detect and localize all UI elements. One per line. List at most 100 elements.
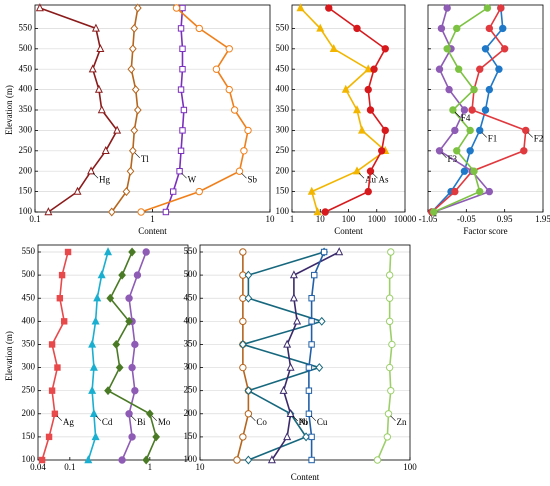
point [239,339,247,349]
point [481,106,490,114]
point [64,248,72,256]
series-line [240,251,325,461]
point [84,455,93,464]
series-label: Ag [63,417,74,427]
point [283,432,292,441]
x-tick-label: 10 [196,462,206,472]
point [107,207,116,217]
point [137,208,145,216]
point [460,106,469,114]
y-tick-label: 200 [276,165,290,175]
point [73,186,82,195]
point [383,433,392,441]
label-leader [130,415,137,421]
point [476,187,484,196]
series-label: Bi [137,417,146,427]
series-label: Au [365,174,376,184]
point [239,363,247,372]
label-leader [372,172,378,179]
point [133,271,142,279]
point [352,105,362,114]
label-leader [134,152,141,159]
point [54,364,61,371]
point [445,85,453,94]
point [387,386,395,395]
x-tick-label: -0.05 [457,214,476,224]
point [308,295,315,302]
x-tick-label: 0.04 [30,462,46,472]
point [366,106,375,114]
x-tick-label: 1 [290,214,295,224]
series-label: Hg [99,174,110,184]
x-tick-label: 10 [316,214,326,224]
point [179,4,186,12]
point [485,24,494,33]
y-tick-label: 400 [276,84,290,94]
point [483,4,492,12]
point [48,387,56,394]
point [142,455,151,465]
series-line [308,251,325,460]
point [385,363,394,372]
series-label: F3 [448,154,458,164]
point [128,363,136,372]
point [308,433,315,441]
point [177,25,185,32]
label-leader [358,172,365,179]
point [283,339,292,348]
series-line [271,251,340,461]
point [179,66,186,73]
series-line [121,251,147,461]
point [94,84,103,93]
point [212,65,221,73]
point [112,339,121,349]
label-leader [151,415,158,421]
y-tick-label: 450 [276,63,290,73]
x-axis-label: Content [334,226,363,236]
point [91,316,100,325]
point [357,125,366,134]
point [244,386,253,396]
y-tick-label: 300 [184,362,198,372]
point [125,410,133,418]
series-label: Zn [397,417,407,427]
point [131,386,139,395]
plot-frame [34,4,271,213]
point [329,43,338,52]
panel: 100 150 200 250 300 350 400 450 500 550 0.04 0.1 1 El… [4,244,189,472]
point [352,166,362,175]
point [320,248,328,256]
y-tick-label: 350 [276,104,290,114]
x-tick-label: 1000 [368,214,387,224]
label-leader [481,132,487,138]
point [305,387,313,394]
point [130,23,139,33]
point [308,456,315,464]
point [128,44,137,54]
point [177,147,185,155]
point [115,363,124,373]
point [45,433,53,441]
point [454,65,463,73]
y-tick-label: 200 [184,408,198,418]
y-tick-label: 300 [22,362,36,372]
point [385,317,394,326]
point [373,456,382,464]
point [162,208,170,216]
y-tick-label: 500 [276,43,290,53]
y-tick-label: 450 [19,63,33,73]
point [88,385,97,394]
series-label: Cu [317,417,328,427]
y-tick-label: 550 [22,246,36,256]
point [177,86,185,93]
point [101,145,110,154]
point [195,187,203,196]
label-leader [454,111,461,118]
point [128,247,136,257]
point [239,317,247,326]
y-tick-label: 250 [276,145,290,155]
point [225,85,233,94]
point [233,456,241,464]
series-label: As [378,174,388,184]
